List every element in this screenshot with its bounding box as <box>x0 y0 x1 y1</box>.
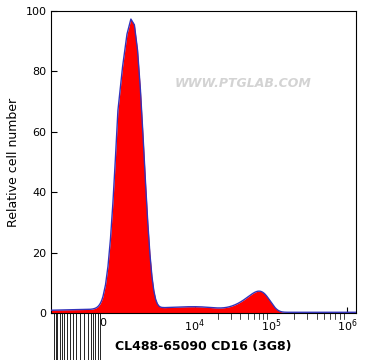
X-axis label: CL488-65090 CD16 (3G8): CL488-65090 CD16 (3G8) <box>115 340 292 353</box>
Text: WWW.PTGLAB.COM: WWW.PTGLAB.COM <box>175 77 312 90</box>
Y-axis label: Relative cell number: Relative cell number <box>7 98 20 226</box>
